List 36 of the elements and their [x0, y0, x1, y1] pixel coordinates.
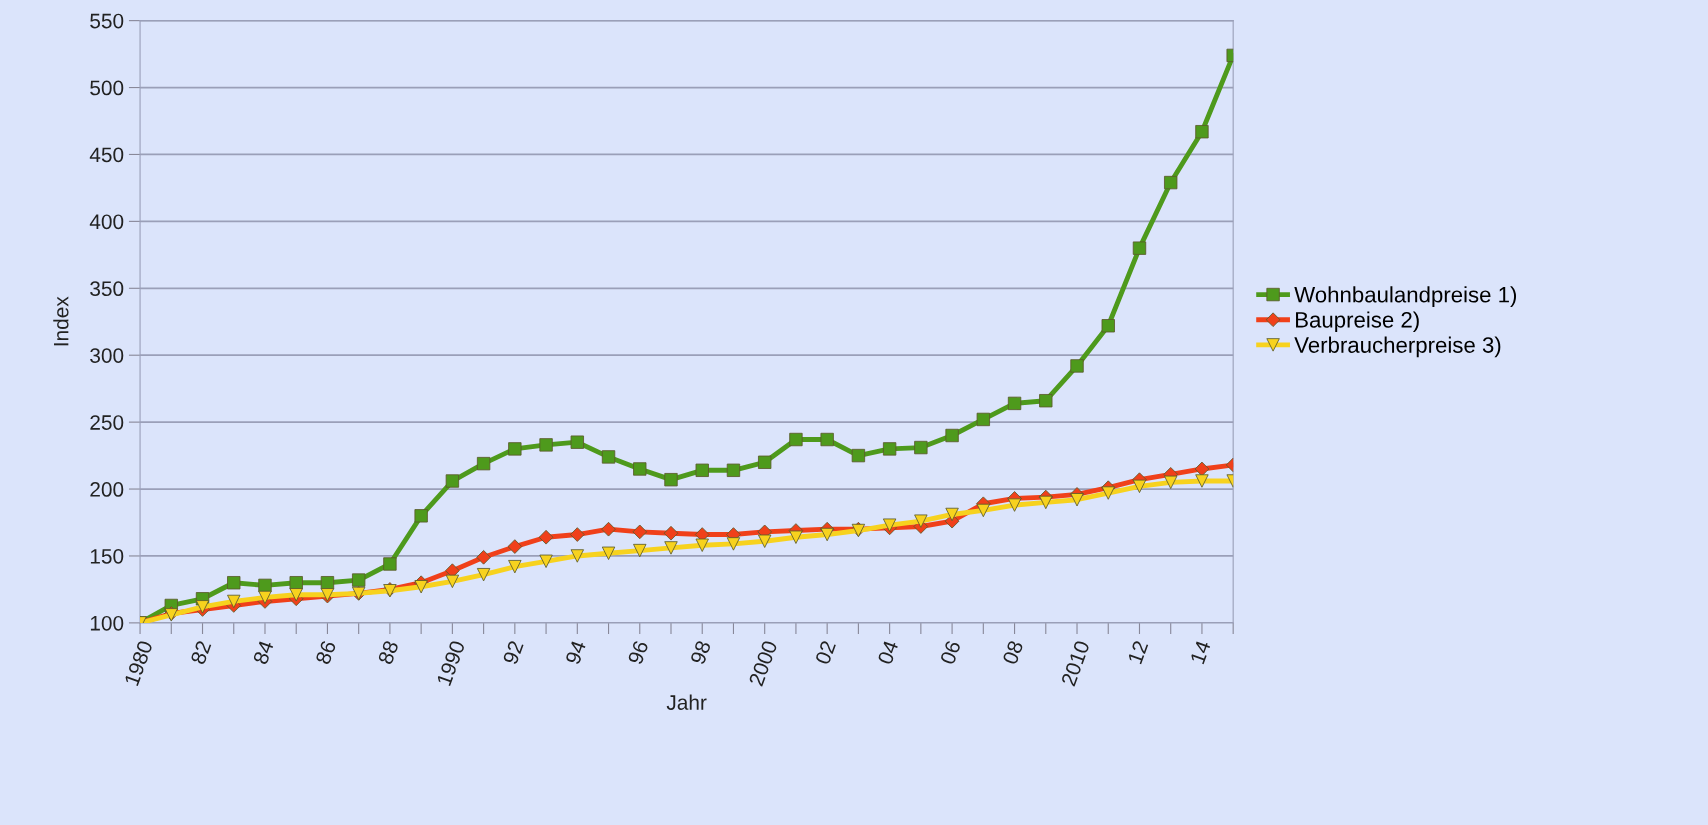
legend-label: Baupreise 2): [1296, 311, 1419, 333]
point: [851, 448, 866, 463]
x-tick-label: 2000: [748, 639, 778, 687]
x-tick-label: 14: [1190, 639, 1211, 665]
point: [758, 455, 772, 469]
x-tick-label: 08: [1002, 639, 1024, 666]
y-tick-label: 400: [89, 214, 124, 230]
x-tick-label: 84: [252, 639, 274, 665]
x-tick-label: 2010: [1060, 639, 1090, 687]
y-tick-label: 150: [90, 548, 124, 564]
y-tick-label: 250: [90, 415, 124, 430]
x-tick-label: 86: [315, 639, 337, 665]
x-tick-label: 06: [939, 639, 961, 666]
y-tick-label: 200: [90, 482, 124, 497]
x-axis-title: Jahr: [666, 694, 707, 710]
y-tick-label: 500: [90, 80, 124, 96]
y-axis-title: Index: [53, 296, 69, 346]
y-tick-label: 350: [90, 281, 124, 297]
y-tick-label: 550: [90, 13, 124, 29]
y-tick-label: 100: [90, 615, 124, 631]
x-tick-label: 1980: [124, 639, 153, 687]
x-tick-label: 82: [190, 640, 212, 665]
x-tick-label: 88: [377, 639, 399, 665]
y-tick-label: 300: [90, 348, 124, 363]
point: [976, 412, 990, 427]
x-tick-label: 12: [1127, 640, 1149, 665]
x-tick-label: 1990: [436, 639, 466, 687]
x-tick-label: 04: [877, 639, 899, 666]
x-tick-label: 96: [627, 639, 649, 665]
x-tick-label: 92: [502, 640, 524, 665]
x-tick-label: 02: [814, 640, 837, 666]
x-tick-label: 94: [565, 639, 587, 665]
y-tick-label: 450: [89, 147, 124, 163]
legend-label: Verbraucherpreise 3): [1294, 336, 1501, 358]
legend-label: Wohnbaulandpreise 1): [1294, 286, 1517, 307]
x-tick-label: 98: [690, 639, 712, 665]
